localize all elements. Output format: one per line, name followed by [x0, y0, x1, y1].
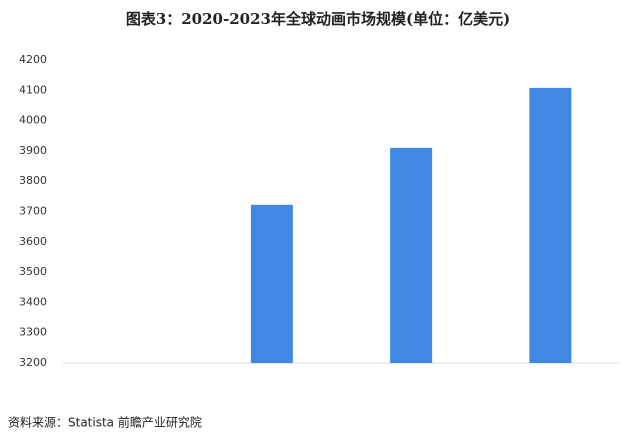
source: 资料来源：Statista 前瞻产业研究院 [8, 415, 202, 430]
y-tick-label: 4100 [19, 83, 47, 96]
y-tick-label: 3400 [19, 295, 47, 308]
y-tick-label: 3200 [19, 356, 47, 369]
y-tick-label: 3600 [19, 235, 47, 248]
y-tick-label: 4200 [19, 53, 47, 66]
y-tick-label: 3300 [19, 326, 47, 339]
chart-title: 图表3：2020-2023年全球动画市场规模(单位：亿美元) [126, 10, 510, 28]
bar [390, 147, 433, 363]
bar [529, 87, 572, 363]
bar [250, 204, 293, 363]
y-tick-label: 3500 [19, 265, 47, 278]
y-tick-label: 3700 [19, 205, 47, 218]
y-tick-label: 3800 [19, 174, 47, 187]
y-tick-label: 3900 [19, 144, 47, 157]
y-tick-label: 4000 [19, 114, 47, 127]
